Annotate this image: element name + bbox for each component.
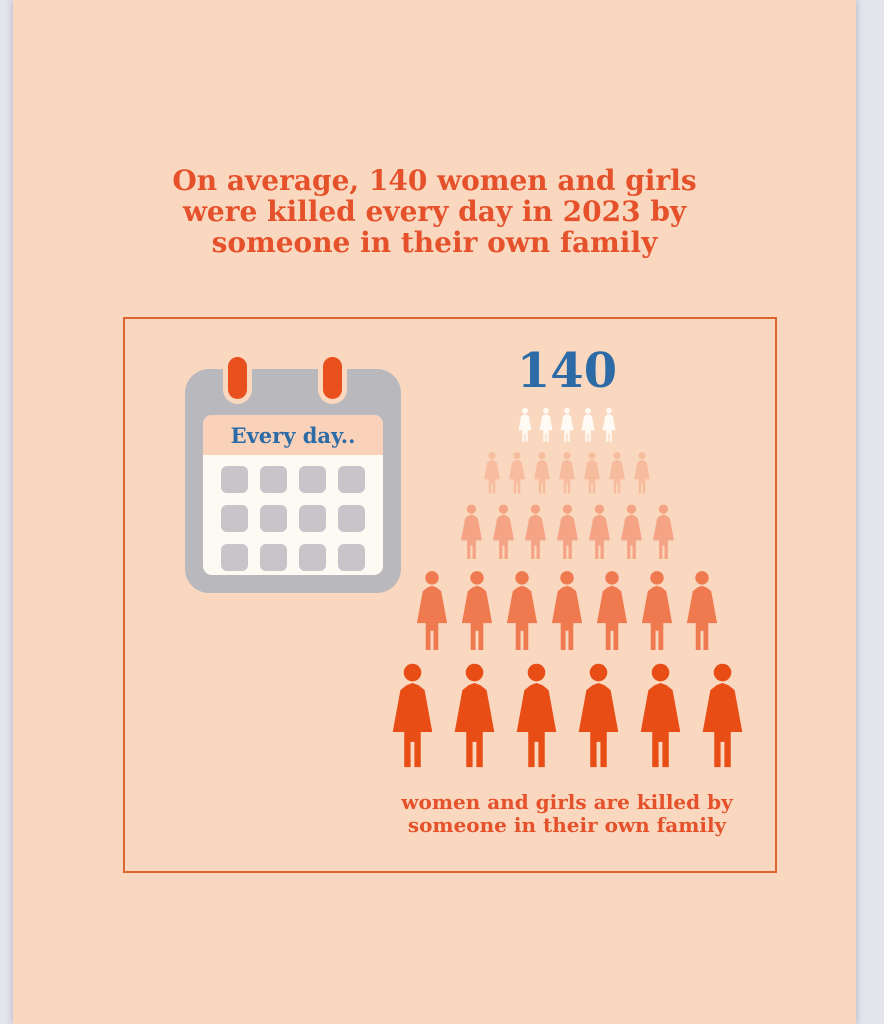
pictogram-row-2 [481, 451, 653, 495]
report-page: On average, 140 women and girls were kil… [13, 0, 856, 1024]
calendar-day-cell [338, 466, 365, 493]
pictogram-row-1 [516, 407, 618, 443]
calendar-day-cell [260, 544, 287, 571]
calendar-day-cell [221, 505, 248, 532]
page-title: On average, 140 women and girls were kil… [13, 165, 856, 258]
woman-icon [579, 407, 597, 443]
caption-line: women and girls are killed by [401, 790, 733, 814]
binder-ring-icon [228, 357, 247, 399]
woman-icon [537, 407, 555, 443]
infographic-box: Every day.. 140 women and girls are kill… [123, 317, 777, 873]
woman-icon [631, 451, 653, 495]
woman-icon [456, 569, 498, 653]
page-title-line: someone in their own family [211, 226, 658, 259]
woman-icon [447, 661, 502, 771]
pictogram-row-5 [385, 661, 750, 771]
woman-icon [695, 661, 750, 771]
woman-icon [546, 569, 588, 653]
woman-icon [617, 503, 646, 561]
woman-icon [501, 569, 543, 653]
calendar-day-cell [299, 544, 326, 571]
calendar-day-cell [221, 466, 248, 493]
woman-icon [581, 451, 603, 495]
calendar-day-cell [338, 505, 365, 532]
woman-icon [571, 661, 626, 771]
woman-icon [553, 503, 582, 561]
calendar-day-cell [299, 505, 326, 532]
woman-icon [457, 503, 486, 561]
calendar-day-cell [260, 505, 287, 532]
woman-icon [558, 407, 576, 443]
woman-icon [516, 407, 534, 443]
woman-icon [411, 569, 453, 653]
woman-icon [633, 661, 688, 771]
woman-icon [531, 451, 553, 495]
calendar-sheet: Every day.. [203, 415, 383, 575]
calendar-day-cell [221, 544, 248, 571]
woman-icon [681, 569, 723, 653]
woman-icon [489, 503, 518, 561]
woman-icon [600, 407, 618, 443]
page-title-line: were killed every day in 2023 by [182, 195, 687, 228]
woman-icon [481, 451, 503, 495]
calendar-header-label: Every day.. [203, 415, 383, 455]
woman-icon [591, 569, 633, 653]
calendar-day-cell [299, 466, 326, 493]
woman-icon [636, 569, 678, 653]
binder-ring-icon [323, 357, 342, 399]
calendar-day-cell [338, 544, 365, 571]
woman-icon [506, 451, 528, 495]
woman-icon [585, 503, 614, 561]
pictogram-row-4 [411, 569, 723, 653]
calendar-day-cell [260, 466, 287, 493]
woman-icon [606, 451, 628, 495]
pictogram-row-3 [457, 503, 678, 561]
woman-icon [509, 661, 564, 771]
count-value: 140 [516, 343, 618, 399]
calendar-grid [203, 455, 383, 571]
pictogram-pyramid [385, 397, 750, 771]
woman-icon [385, 661, 440, 771]
woman-icon [649, 503, 678, 561]
pictogram-column: 140 women and girls are killed by someon… [397, 345, 737, 837]
caption-line: someone in their own family [407, 813, 727, 837]
woman-icon [556, 451, 578, 495]
page-title-line: On average, 140 women and girls [172, 164, 697, 197]
calendar-icon: Every day.. [185, 357, 401, 593]
woman-icon [521, 503, 550, 561]
caption: women and girls are killed by someone in… [401, 791, 732, 837]
